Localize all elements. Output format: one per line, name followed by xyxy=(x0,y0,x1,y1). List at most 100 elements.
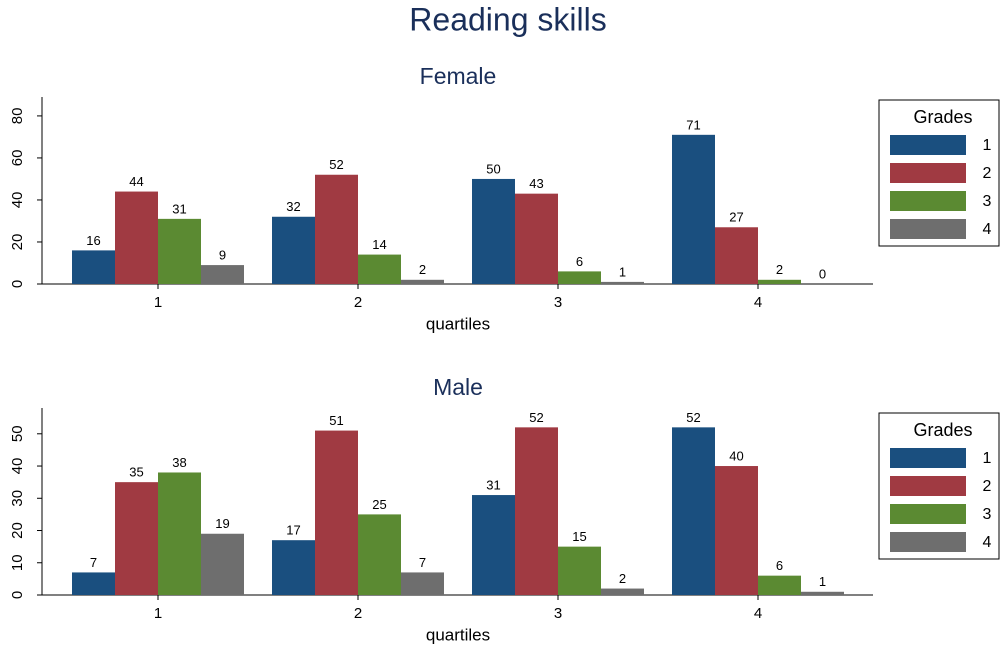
legend-swatch xyxy=(890,532,966,552)
y-tick-label: 60 xyxy=(9,150,26,167)
legend-label: 2 xyxy=(983,165,992,182)
value-label: 6 xyxy=(576,254,583,269)
y-tick-label: 40 xyxy=(9,458,26,475)
legend-title: Grades xyxy=(913,107,972,127)
value-label: 1 xyxy=(619,264,626,279)
y-tick-label: 0 xyxy=(9,591,26,599)
value-label: 52 xyxy=(686,410,700,425)
value-label: 44 xyxy=(129,174,143,189)
bar xyxy=(558,546,601,595)
value-label: 0 xyxy=(819,266,826,281)
y-tick-label: 30 xyxy=(9,490,26,507)
x-tick-label: 2 xyxy=(354,605,362,622)
legend-swatch xyxy=(890,448,966,468)
legend-swatch xyxy=(890,191,966,211)
bar xyxy=(315,174,358,284)
value-label: 15 xyxy=(572,529,586,544)
value-label: 9 xyxy=(219,248,226,263)
value-label: 43 xyxy=(529,176,543,191)
bar xyxy=(272,216,315,284)
value-label: 52 xyxy=(329,157,343,172)
bar xyxy=(72,572,115,595)
value-label: 25 xyxy=(372,497,386,512)
bar xyxy=(715,466,758,595)
x-tick-label: 1 xyxy=(154,294,162,311)
bar xyxy=(358,514,401,595)
x-tick-label: 2 xyxy=(354,294,362,311)
x-tick-label: 3 xyxy=(554,294,562,311)
legend-label: 1 xyxy=(983,450,992,467)
bar xyxy=(472,495,515,595)
legend-label: 3 xyxy=(983,193,992,210)
value-label: 52 xyxy=(529,410,543,425)
bar xyxy=(401,279,444,284)
value-label: 40 xyxy=(729,448,743,463)
value-label: 7 xyxy=(419,555,426,570)
bar xyxy=(601,588,644,595)
bar xyxy=(158,472,201,595)
value-label: 35 xyxy=(129,465,143,480)
x-tick-label: 3 xyxy=(554,605,562,622)
bar xyxy=(601,281,644,284)
y-tick-label: 80 xyxy=(9,108,26,125)
x-axis-label: quartiles xyxy=(426,625,490,644)
bar xyxy=(758,575,801,595)
value-label: 2 xyxy=(419,262,426,277)
bar xyxy=(115,191,158,284)
bar xyxy=(472,178,515,284)
x-tick-label: 4 xyxy=(754,605,762,622)
bar xyxy=(72,250,115,284)
value-label: 27 xyxy=(729,210,743,225)
value-label: 16 xyxy=(86,233,100,248)
value-label: 31 xyxy=(486,477,500,492)
bar xyxy=(558,271,601,284)
bar xyxy=(672,427,715,595)
value-label: 71 xyxy=(686,117,700,132)
bar xyxy=(715,227,758,284)
legend-title: Grades xyxy=(913,420,972,440)
chart-title: Male xyxy=(433,374,483,400)
legend-swatch xyxy=(890,135,966,155)
bar xyxy=(201,265,244,284)
value-label: 32 xyxy=(286,199,300,214)
value-label: 19 xyxy=(215,516,229,531)
legend-swatch xyxy=(890,219,966,239)
x-tick-label: 1 xyxy=(154,605,162,622)
legend-label: 2 xyxy=(983,478,992,495)
value-label: 2 xyxy=(619,571,626,586)
y-tick-label: 40 xyxy=(9,192,26,209)
bar xyxy=(201,533,244,595)
bar xyxy=(272,540,315,595)
y-tick-label: 20 xyxy=(9,522,26,539)
legend-swatch xyxy=(890,163,966,183)
legend-swatch xyxy=(890,476,966,496)
bar xyxy=(801,591,844,595)
value-label: 2 xyxy=(776,262,783,277)
value-label: 7 xyxy=(90,555,97,570)
y-tick-label: 10 xyxy=(9,554,26,571)
bar xyxy=(115,482,158,595)
bar xyxy=(315,430,358,595)
bar xyxy=(672,134,715,284)
legend-label: 4 xyxy=(983,221,992,238)
value-label: 1 xyxy=(819,574,826,589)
value-label: 6 xyxy=(776,558,783,573)
x-tick-label: 4 xyxy=(754,294,762,311)
value-label: 14 xyxy=(372,237,386,252)
legend-label: 1 xyxy=(983,137,992,154)
legend-label: 3 xyxy=(983,506,992,523)
bar xyxy=(758,279,801,284)
bar xyxy=(515,427,558,595)
bar xyxy=(515,193,558,284)
chart-title: Female xyxy=(420,63,497,89)
main-title: Reading skills xyxy=(409,1,606,37)
value-label: 51 xyxy=(329,413,343,428)
value-label: 17 xyxy=(286,523,300,538)
bar xyxy=(158,218,201,284)
y-tick-label: 20 xyxy=(9,234,26,251)
x-axis-label: quartiles xyxy=(426,314,490,333)
bar xyxy=(358,254,401,284)
value-label: 31 xyxy=(172,201,186,216)
value-label: 50 xyxy=(486,161,500,176)
